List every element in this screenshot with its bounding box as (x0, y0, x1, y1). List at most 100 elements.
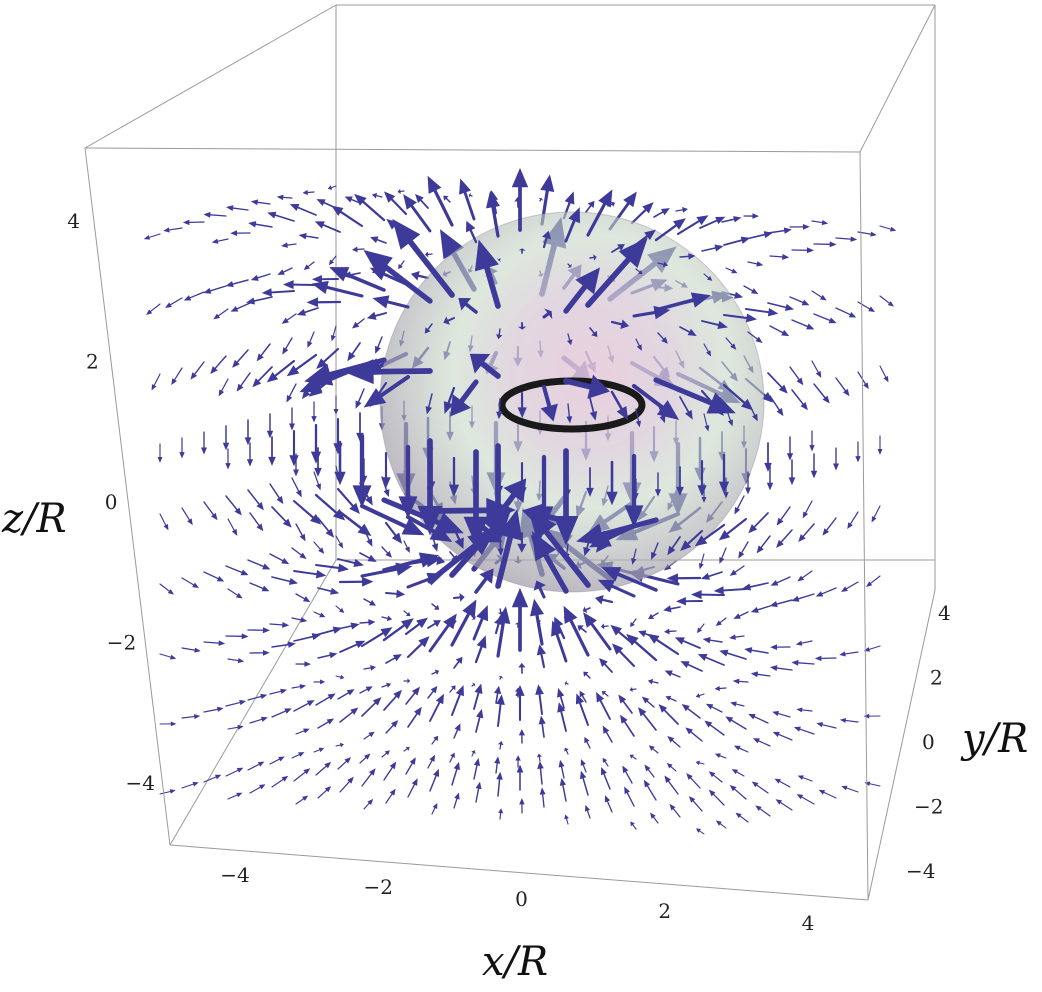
field-arrow-head (430, 685, 438, 694)
field-arrow-head (559, 777, 567, 786)
field-arrow-head (731, 268, 738, 274)
field-arrow-head (648, 745, 655, 751)
field-arrow-shaft (821, 724, 837, 729)
field-arrow (610, 390, 629, 421)
field-arrow (354, 193, 386, 222)
field-arrow (748, 713, 769, 724)
field-arrow-head (706, 275, 713, 281)
field-arrow-head (529, 598, 544, 617)
field-arrow-shaft (322, 224, 341, 233)
field-arrow-head (298, 752, 305, 757)
field-arrow-head (582, 606, 588, 614)
field-arrow-shaft (802, 777, 813, 782)
field-arrow (748, 512, 769, 534)
field-arrow-shaft (382, 264, 433, 304)
field-arrow-shaft (406, 642, 423, 659)
field-arrow-shaft (767, 302, 787, 309)
field-arrow-shaft (498, 258, 501, 261)
field-arrow (331, 205, 364, 228)
field-arrow (453, 723, 461, 739)
field-arrow-shaft (719, 687, 727, 690)
field-arrow-head (256, 523, 264, 532)
field-arrow (791, 389, 808, 411)
field-arrow-shaft (203, 708, 219, 713)
field-arrow-head (277, 269, 285, 275)
field-arrow-shaft (653, 542, 659, 554)
field-arrow (403, 194, 432, 233)
field-arrow (517, 322, 527, 330)
field-arrow (249, 784, 266, 794)
field-arrow (518, 248, 526, 254)
field-arrow-head (299, 684, 307, 690)
field-arrow (728, 634, 745, 640)
field-arrow-shaft (651, 612, 659, 618)
field-arrow (700, 571, 723, 580)
field-arrow (203, 285, 227, 294)
field-arrow-head (497, 257, 502, 262)
field-arrow-shaft (317, 721, 329, 729)
field-arrow (766, 465, 774, 491)
field-arrow (529, 598, 544, 646)
field-arrow-shaft (349, 272, 361, 276)
field-arrow (589, 254, 597, 261)
field-arrow-head (450, 685, 456, 691)
field-arrow (701, 244, 724, 252)
field-arrow (471, 750, 476, 757)
field-arrow (225, 565, 249, 576)
field-arrow (465, 220, 478, 244)
z-axis-label: z/R (1, 496, 67, 542)
field-arrow-shaft (309, 331, 315, 343)
field-arrow (695, 828, 705, 835)
field-arrow-head (416, 617, 429, 629)
field-arrow-shaft (227, 726, 239, 730)
field-arrow-head (694, 535, 708, 547)
field-arrow-head (796, 377, 804, 386)
field-arrow-shaft (471, 684, 475, 687)
field-arrow (372, 295, 410, 309)
field-arrow (735, 812, 749, 823)
field-arrow (729, 784, 747, 800)
field-arrow-shaft (753, 512, 769, 528)
field-arrow-shaft (653, 211, 664, 218)
field-arrow (631, 383, 680, 421)
field-arrow (580, 759, 587, 773)
field-arrow-head (347, 351, 356, 362)
field-arrow-head (782, 253, 790, 260)
field-arrow-head (778, 384, 788, 394)
field-arrow (449, 685, 456, 693)
field-arrow-shaft (823, 791, 837, 799)
field-arrow-shaft (845, 719, 859, 723)
field-arrow-head (795, 640, 803, 646)
field-arrow (385, 788, 396, 804)
field-arrow (653, 377, 736, 414)
field-arrow (770, 644, 791, 651)
field-arrow-shaft (159, 583, 170, 592)
field-arrow-head (528, 508, 557, 540)
field-arrow-shaft (359, 552, 371, 559)
field-arrow-shaft (448, 243, 455, 249)
field-arrow-head (791, 595, 800, 602)
field-arrow-shaft (257, 366, 273, 382)
field-arrow (723, 236, 751, 246)
field-arrow-head (809, 445, 815, 452)
field-arrow (496, 606, 511, 658)
field-arrow (730, 701, 745, 707)
field-arrow-head (453, 761, 460, 771)
field-arrow-head (583, 612, 597, 628)
field-arrow-shaft (676, 220, 701, 236)
field-arrow-head (425, 406, 432, 415)
field-arrow-shaft (469, 194, 473, 197)
field-arrow-head (630, 821, 635, 827)
field-arrow-shaft (682, 640, 701, 649)
field-arrow-shaft (738, 680, 749, 683)
field-arrow-head (728, 634, 736, 640)
field-arrow-shaft (776, 576, 791, 584)
field-arrow (359, 686, 373, 694)
field-arrow (611, 643, 636, 668)
field-arrow-shaft (751, 649, 769, 654)
field-arrow-head (450, 752, 455, 758)
field-arrow-head (165, 302, 172, 308)
field-arrow-shaft (586, 202, 607, 237)
field-arrow-head (557, 702, 566, 713)
field-arrow-shaft (779, 780, 791, 788)
